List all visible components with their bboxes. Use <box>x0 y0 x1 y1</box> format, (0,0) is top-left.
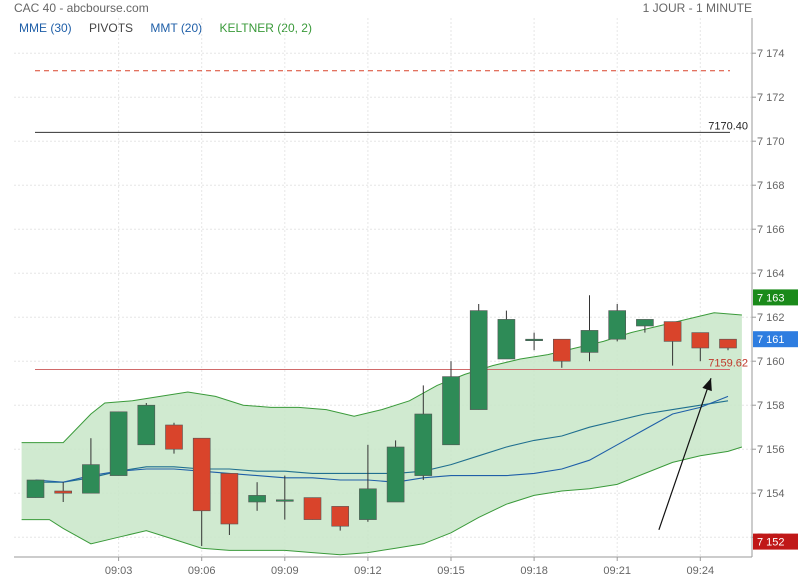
y-tick-label: 7 160 <box>757 356 785 368</box>
candle-body <box>303 497 322 520</box>
moving-averages <box>35 395 729 483</box>
mme-30-line <box>35 400 729 483</box>
candle-body <box>386 446 405 503</box>
y-tick-label: 7 172 <box>757 92 785 104</box>
x-tick-label: 09:12 <box>354 565 382 577</box>
legend-pivots[interactable]: PIVOTS <box>89 21 134 35</box>
candle-body <box>331 506 350 527</box>
x-tick-label: 09:24 <box>687 565 715 577</box>
y-tick-label: 7 162 <box>757 312 785 324</box>
candle-body <box>192 437 211 512</box>
candle-body <box>26 479 45 498</box>
candle-body <box>414 413 433 476</box>
x-tick-label: 09:03 <box>105 565 133 577</box>
candle-body <box>82 464 100 494</box>
candle-body <box>220 473 239 525</box>
period-label[interactable]: 1 JOUR - 1 MINUTE <box>642 1 752 15</box>
candle-body <box>719 338 737 349</box>
keltner-fill <box>21 312 742 555</box>
trend-arrow-line <box>658 378 712 530</box>
y-tick-label: 7 154 <box>757 488 785 500</box>
pivot-lines: 7170.40 7159.62 <box>35 70 748 371</box>
price-tag-label: 7 161 <box>757 334 785 346</box>
keltner-band <box>21 312 743 556</box>
candle-body <box>691 332 710 349</box>
price-tag <box>753 289 798 306</box>
candle-body <box>275 499 294 502</box>
axes: 7 152 7 154 7 156 7 158 7 160 7 162 7 164 7 166… <box>14 18 785 577</box>
candle-body <box>497 319 516 360</box>
candle-body <box>137 404 156 446</box>
price-tag-label: 7 163 <box>757 292 785 304</box>
candle-body <box>442 376 460 446</box>
candle-body <box>552 338 571 362</box>
candles <box>26 295 737 546</box>
indicator-legend: MME (30) PIVOTS MMT (20) KELTNER (20, 2) <box>19 21 326 35</box>
keltner-lower <box>21 446 743 556</box>
candle-body <box>608 310 627 340</box>
y-tick-label: 7 174 <box>757 48 785 60</box>
candle-body <box>165 424 183 450</box>
x-tick-label: 09:18 <box>520 565 548 577</box>
candle-body <box>636 319 654 327</box>
y-tick-label: 7 170 <box>757 136 785 148</box>
chart-title: CAC 40 - abcbourse.com <box>14 1 149 15</box>
candle-body <box>663 321 682 342</box>
candle-body <box>54 490 73 494</box>
candle-body <box>248 495 266 503</box>
price-tag <box>753 533 798 550</box>
y-tick-label: 7 164 <box>757 268 785 280</box>
y-tick-label: 7 168 <box>757 180 785 192</box>
y-tick-label: 7 156 <box>757 444 785 456</box>
trend-arrow-head <box>702 378 712 392</box>
candle-body <box>525 338 543 342</box>
candle-body <box>109 411 128 476</box>
x-tick-label: 09:15 <box>437 565 465 577</box>
price-tag-label: 7 152 <box>757 537 785 549</box>
mmt-20-line <box>35 395 729 483</box>
price-tags: 7 163 7 161 7 152 <box>753 289 798 550</box>
y-tick-label: 7 158 <box>757 400 785 412</box>
pivot-label: 7159.62 <box>708 358 748 370</box>
pivot-label: 7170.40 <box>708 120 748 132</box>
legend-mme[interactable]: MME (30) <box>19 21 72 35</box>
y-tick-label: 7 166 <box>757 224 785 236</box>
legend-keltner[interactable]: KELTNER (20, 2) <box>219 21 312 35</box>
price-tag <box>753 331 798 348</box>
candle-body <box>469 310 488 410</box>
x-tick-label: 09:21 <box>603 565 631 577</box>
legend-mmt[interactable]: MMT (20) <box>150 21 203 35</box>
candle-body <box>580 330 599 353</box>
x-tick-label: 09:06 <box>188 565 216 577</box>
trend-arrow <box>658 378 712 530</box>
candle-body <box>359 488 377 520</box>
x-tick-label: 09:09 <box>271 565 299 577</box>
